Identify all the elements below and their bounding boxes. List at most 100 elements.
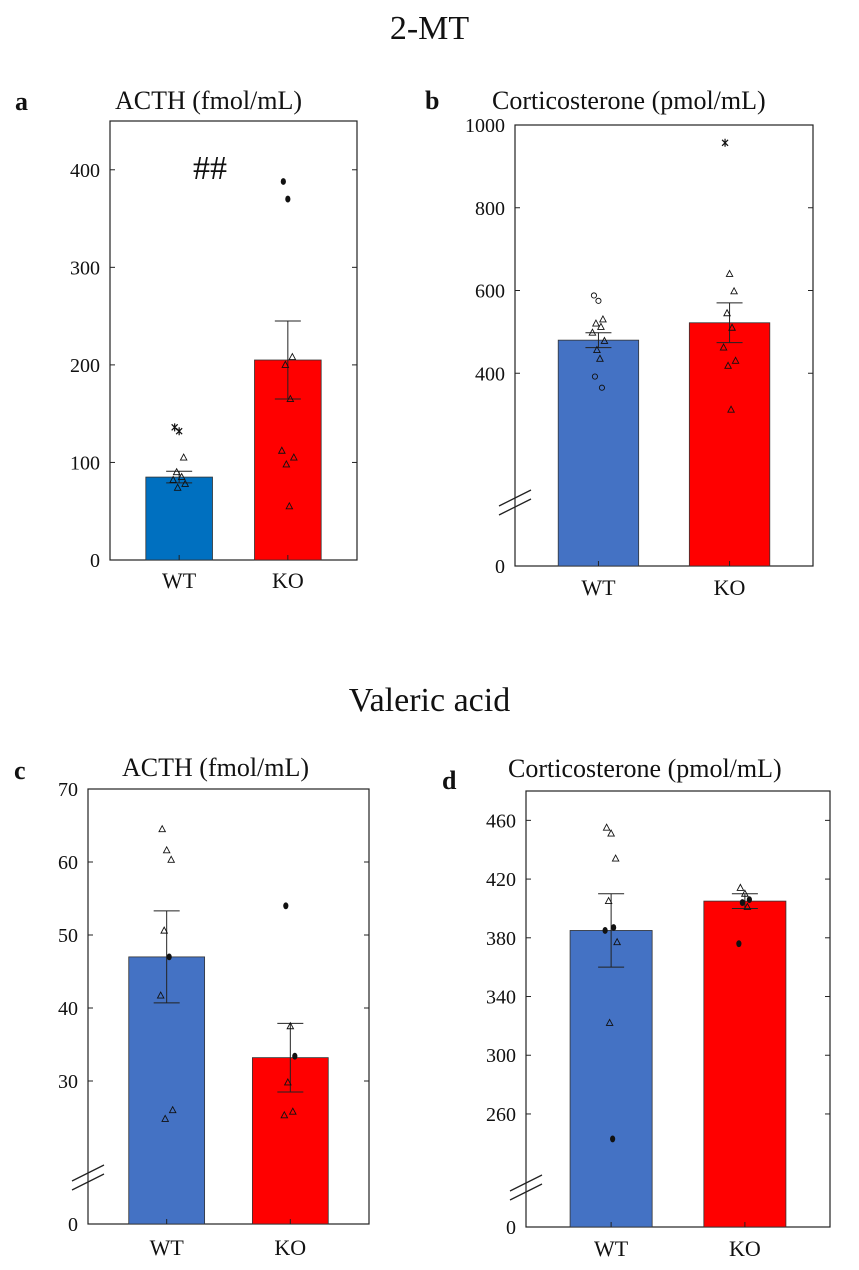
data-point-triangle <box>607 829 616 837</box>
data-point-triangle <box>288 352 297 361</box>
plot-frame <box>514 124 814 567</box>
y-tick-label: 0 <box>90 550 100 572</box>
data-point-dot <box>736 940 742 948</box>
data-point-triangle <box>605 1018 614 1026</box>
data-point-circle <box>591 373 598 380</box>
y-tick-label: 30 <box>58 1071 78 1093</box>
data-point-circle <box>590 292 597 299</box>
data-point-triangle <box>724 361 733 369</box>
panel-a-significance-annotation: ## <box>193 150 227 187</box>
data-point-triangle <box>731 356 740 364</box>
bar-wt <box>145 476 213 561</box>
data-point-triangle <box>728 323 737 331</box>
data-point-dot <box>166 953 172 961</box>
data-point-dot <box>746 896 752 904</box>
data-point-dot <box>610 1135 616 1143</box>
data-point-triangle <box>723 308 732 317</box>
data-point-triangle <box>285 501 294 510</box>
data-point-triangle <box>179 453 188 461</box>
axis-break-mark <box>498 489 532 507</box>
panel-c-title: ACTH (fmol/mL) <box>122 753 310 782</box>
axis-break-mark <box>71 1164 105 1182</box>
data-point-triangle <box>719 343 728 351</box>
x-tick-label: KO <box>272 568 304 593</box>
x-tick-label: WT <box>581 575 616 600</box>
data-point-triangle <box>162 845 171 854</box>
data-point-triangle <box>277 446 286 454</box>
data-point-triangle <box>289 453 298 461</box>
x-tick-label: WT <box>162 568 197 593</box>
bar-ko <box>703 900 787 1228</box>
axis-break-mark <box>71 1173 105 1191</box>
data-point-dot <box>292 1052 298 1060</box>
data-point-triangle <box>160 926 169 934</box>
y-tick-label: 60 <box>58 852 78 874</box>
data-point-triangle <box>730 286 739 295</box>
data-point-circle <box>595 297 602 304</box>
y-tick-label: 300 <box>70 257 100 279</box>
data-point-triangle <box>282 459 291 468</box>
data-point-triangle <box>598 315 607 323</box>
panel-letter-c: c <box>14 756 26 785</box>
x-tick-label: KO <box>274 1235 306 1260</box>
data-point-circle <box>598 384 605 391</box>
data-point-triangle <box>158 824 167 833</box>
data-point-triangle <box>596 322 605 330</box>
data-point-dot <box>611 924 617 931</box>
data-point-dot <box>283 902 289 910</box>
data-point-triangle <box>286 1021 295 1030</box>
data-point-triangle <box>286 394 295 402</box>
data-point-triangle <box>595 354 604 362</box>
data-point-triangle <box>281 360 290 368</box>
data-point-triangle <box>280 1110 289 1119</box>
data-point-triangle <box>604 896 613 905</box>
data-point-dot <box>285 195 291 203</box>
data-point-star <box>175 427 183 436</box>
data-point-triangle <box>602 823 611 831</box>
y-tick-label: 400 <box>70 160 100 182</box>
data-point-dot <box>602 927 608 934</box>
data-point-triangle <box>591 319 600 327</box>
y-tick-label-zero: 0 <box>495 556 505 578</box>
bar-ko <box>688 322 771 567</box>
y-tick-label: 420 <box>486 869 516 891</box>
data-point-triangle <box>161 1114 170 1122</box>
y-tick-label: 260 <box>486 1104 516 1126</box>
y-tick-label: 1000 <box>465 115 505 137</box>
data-point-dot <box>280 178 286 185</box>
y-tick-label: 50 <box>58 925 78 947</box>
data-point-triangle <box>611 854 620 862</box>
plot-frame <box>87 788 370 1225</box>
data-point-triangle <box>288 1107 297 1115</box>
x-tick-label: KO <box>714 575 746 600</box>
data-point-triangle <box>740 889 749 897</box>
data-point-dot <box>739 899 745 906</box>
y-tick-label: 200 <box>70 355 100 377</box>
panel-letter-b: b <box>425 86 440 115</box>
y-tick-label: 300 <box>486 1045 516 1067</box>
bar-wt <box>569 930 653 1228</box>
data-point-triangle <box>169 475 178 483</box>
y-tick-label: 460 <box>486 810 516 832</box>
x-tick-label: KO <box>729 1236 761 1261</box>
y-tick-label: 800 <box>475 198 505 220</box>
data-point-triangle <box>736 883 745 891</box>
y-tick-label-zero: 0 <box>506 1217 516 1239</box>
axis-break-mark <box>509 1174 543 1192</box>
panel-letter-d: d <box>442 766 457 795</box>
panel-letter-a: a <box>15 87 28 116</box>
data-point-star <box>721 138 729 147</box>
y-tick-label: 340 <box>486 987 516 1009</box>
data-point-triangle <box>177 472 186 481</box>
plot-frame <box>109 120 358 561</box>
data-point-triangle <box>588 328 597 336</box>
data-point-triangle <box>181 479 190 487</box>
panel-b-title: Corticosterone (pmol/mL) <box>492 86 766 115</box>
data-point-triangle <box>167 855 176 863</box>
data-point-triangle <box>168 1105 177 1114</box>
y-tick-label: 40 <box>58 998 78 1020</box>
